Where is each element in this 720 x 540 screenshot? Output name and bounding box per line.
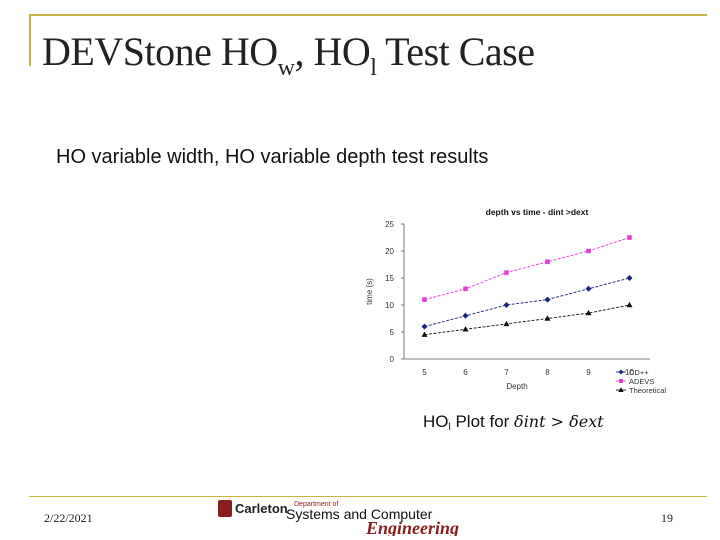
title-sub-w: w [277, 55, 295, 81]
caption-prefix: HO [423, 412, 449, 431]
footer-divider [29, 496, 707, 497]
y-tick-label: 15 [385, 274, 394, 283]
caption-ext: ext [578, 412, 604, 431]
y-tick-label: 25 [385, 220, 394, 229]
caption-delta-ext: δ [569, 412, 579, 431]
slide-page-number: 19 [661, 511, 673, 525]
title-frame-horizontal [29, 14, 707, 16]
y-tick-label: 20 [385, 247, 394, 256]
point-theoretical [544, 315, 551, 321]
x-tick-label: 10 [625, 368, 634, 377]
legend-label: CD++ [629, 368, 649, 377]
caption-plot: Plot for [450, 412, 515, 431]
plot-caption: HOl Plot for δint > δext [423, 412, 604, 433]
point-cd- [462, 312, 469, 319]
chart-y-label: time (s) [365, 278, 374, 305]
logo-carleton: Carleton [235, 501, 288, 516]
chart-title: depth vs time - dint >dext [486, 207, 589, 217]
logo-engineering: Engineering [365, 518, 459, 536]
caption-delta-int: δ [514, 412, 524, 431]
x-tick-label: 5 [422, 368, 427, 377]
y-tick-label: 0 [390, 355, 395, 364]
legend-marker-cd- [618, 369, 624, 375]
point-adevs [545, 259, 550, 265]
slide-subtitle: HO variable width, HO variable depth tes… [56, 146, 489, 168]
logo-systems: Systems and Computer [286, 506, 433, 522]
point-adevs [504, 270, 509, 275]
point-adevs [586, 248, 591, 254]
depth-vs-time-chart: depth vs time - dint >dext 0 5 10 15 20 25 5 6 7 8… [365, 207, 666, 395]
x-tick-label: 8 [545, 368, 550, 377]
point-cd- [626, 275, 633, 281]
logo-department-of: Department of [294, 501, 338, 508]
x-tick-label: 7 [504, 368, 509, 377]
y-tick-label: 10 [385, 301, 394, 310]
legend-marker-theoretical [618, 387, 624, 392]
title-main: DEVStone HO [42, 29, 278, 74]
legend-label: Theoretical [629, 386, 666, 395]
point-theoretical [421, 331, 428, 337]
slide-title: DEVStone HOw, HOl Test Case [42, 28, 535, 82]
title-frame-vertical [29, 14, 31, 66]
point-cd- [421, 323, 428, 330]
point-adevs [422, 297, 427, 302]
slide-date: 2/22/2021 [44, 511, 93, 525]
caption-int: int > [523, 412, 570, 431]
point-theoretical [626, 301, 633, 308]
point-adevs [463, 286, 468, 292]
carleton-shield-icon [218, 500, 232, 517]
y-tick-label: 5 [390, 328, 395, 337]
x-tick-label: 9 [586, 368, 591, 377]
title-sub-l: l [370, 55, 377, 81]
point-cd- [503, 302, 510, 308]
carleton-sce-logo: Carleton Department of Systems and Compu… [218, 500, 459, 536]
legend-label: ADEVS [629, 377, 654, 386]
caption-sub: l [448, 422, 451, 433]
point-cd- [544, 296, 551, 303]
point-theoretical [503, 320, 510, 327]
series-line-adevs [424, 237, 630, 301]
title-end: Test Case [376, 29, 535, 74]
series-line-cd- [424, 277, 630, 328]
title-mid: , HO [294, 29, 371, 74]
point-theoretical [462, 326, 469, 332]
point-theoretical [585, 309, 592, 316]
legend-marker-adevs [619, 379, 623, 383]
point-cd- [585, 285, 592, 292]
chart-x-label: Depth [506, 382, 527, 391]
series-line-theoretical [424, 304, 630, 336]
point-adevs [627, 235, 632, 240]
x-tick-label: 6 [463, 368, 468, 377]
